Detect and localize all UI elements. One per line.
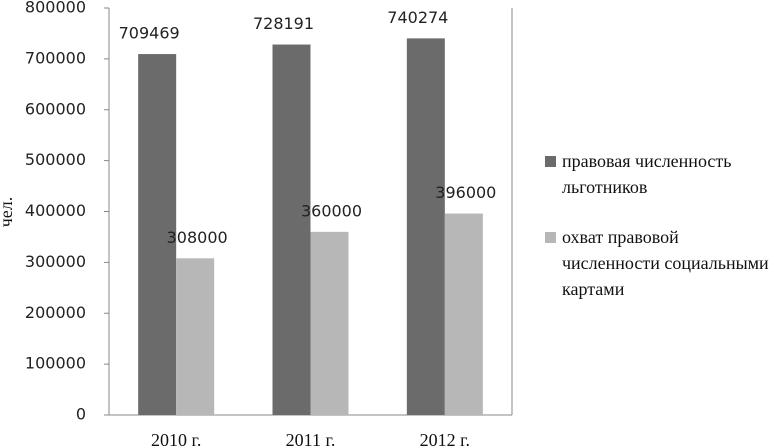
y-axis-label: чел. <box>0 197 16 228</box>
y-tick-label: 0 <box>76 405 86 424</box>
data-label: 728191 <box>253 14 314 33</box>
y-tick-label: 700000 <box>25 48 86 67</box>
data-label: 360000 <box>301 201 362 220</box>
data-label: 709469 <box>119 24 180 43</box>
y-tick-label: 500000 <box>25 150 86 169</box>
y-tick-label: 600000 <box>25 99 86 118</box>
bar <box>272 44 311 415</box>
bar <box>406 38 445 416</box>
y-tick-label: 800000 <box>25 0 86 17</box>
legend-label: охват правовой численности социальными к… <box>562 227 769 299</box>
x-tick-label: 2010 г. <box>151 430 201 448</box>
data-label: 740274 <box>387 8 448 27</box>
x-tick-label: 2012 г. <box>420 430 470 448</box>
y-tick-label: 100000 <box>25 354 86 373</box>
legend-swatch <box>545 232 556 243</box>
x-tick-label: 2011 г. <box>286 430 336 448</box>
legend-label: правовая численность льготников <box>562 151 732 197</box>
bar <box>444 213 483 415</box>
y-tick-label: 300000 <box>25 252 86 271</box>
data-label: 396000 <box>435 183 496 202</box>
y-tick-label: 400000 <box>25 201 86 220</box>
bar <box>176 258 215 415</box>
legend-swatch <box>545 156 556 167</box>
bar <box>310 231 349 415</box>
y-tick-label: 200000 <box>25 303 86 322</box>
data-label: 308000 <box>167 228 228 247</box>
legend-item: правовая численность льготников <box>545 148 774 200</box>
legend: правовая численность льготников охват пра… <box>545 148 774 326</box>
bar <box>138 54 177 415</box>
legend-item: охват правовой численности социальными к… <box>545 224 774 302</box>
